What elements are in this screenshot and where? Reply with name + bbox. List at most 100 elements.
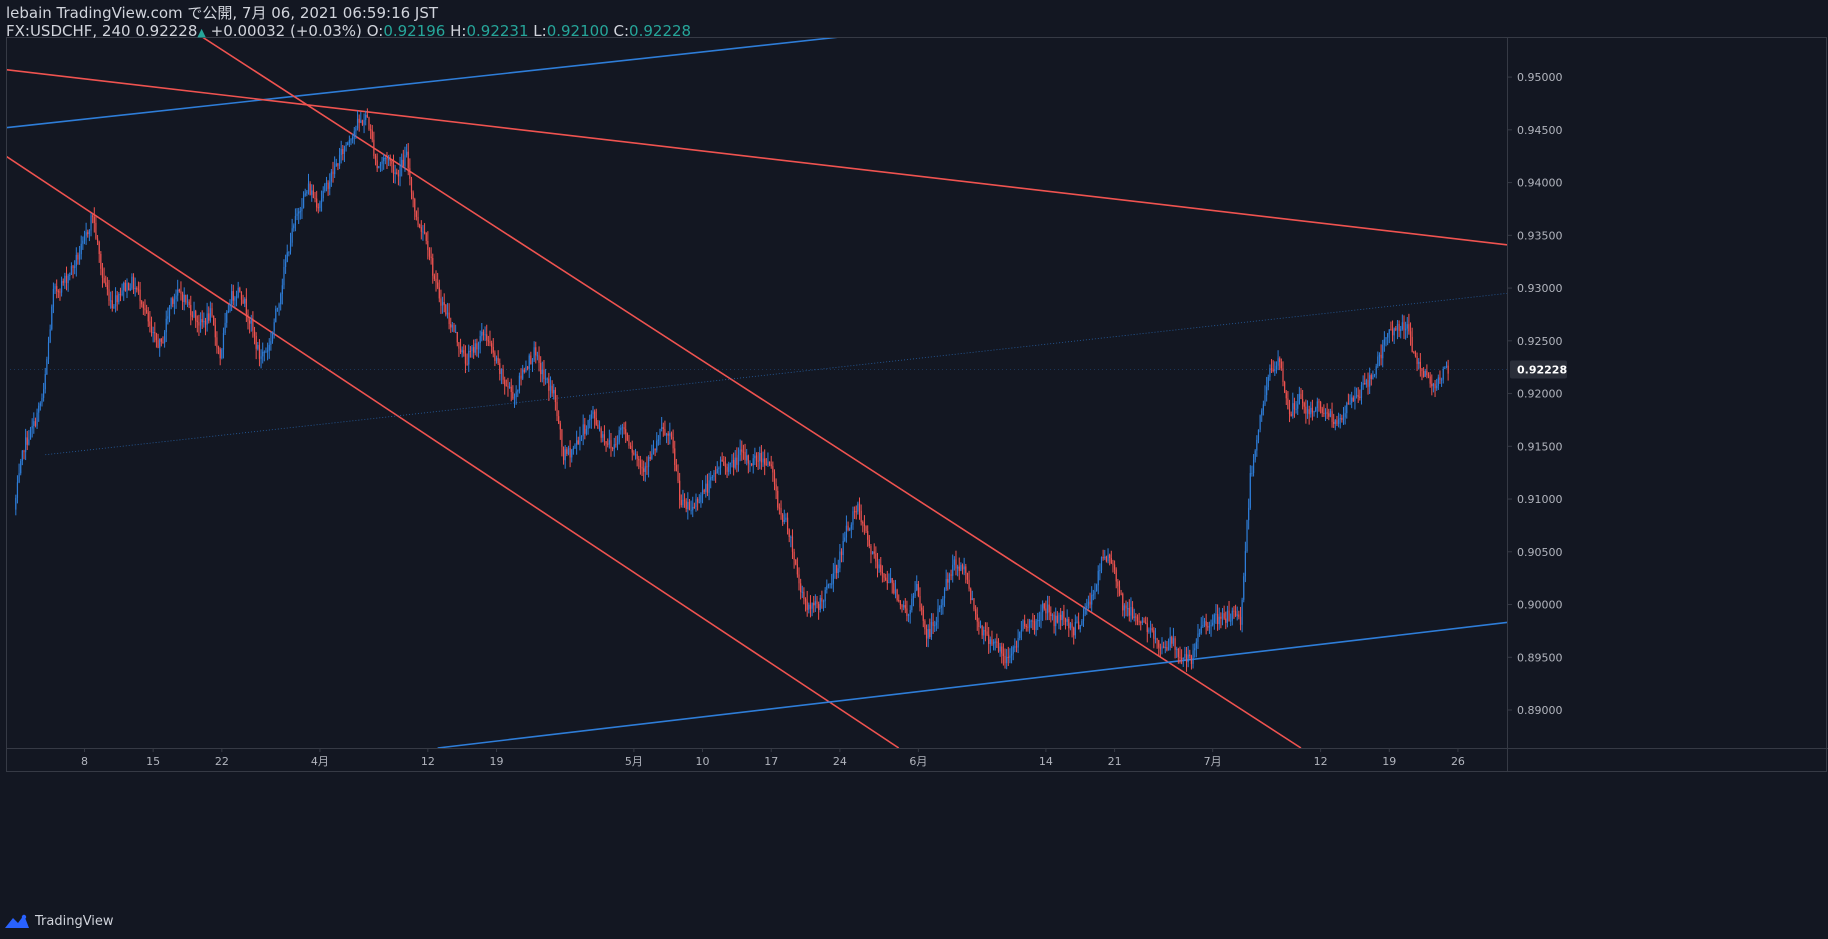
candle-body — [903, 605, 905, 608]
candle-body — [513, 396, 516, 399]
candle-body — [75, 254, 77, 267]
candle-body — [765, 464, 767, 466]
candle-body — [1112, 563, 1114, 565]
candle-body — [479, 336, 481, 343]
candle-body — [219, 348, 221, 359]
candle-body — [402, 159, 404, 166]
candle-body — [1308, 409, 1310, 415]
candle-body — [804, 599, 807, 602]
candle-body — [662, 427, 664, 429]
candle-body — [1320, 401, 1322, 409]
candle-body — [921, 607, 923, 610]
candle-body — [656, 440, 658, 451]
candle-body — [580, 435, 583, 437]
candle-body — [536, 355, 538, 357]
candle-body — [150, 325, 153, 334]
candle-body — [448, 312, 450, 325]
branding[interactable]: TradingView — [4, 911, 114, 931]
candle-body — [880, 564, 882, 572]
candle-body — [1086, 605, 1088, 608]
candle-body — [1181, 658, 1183, 660]
candle-body — [999, 646, 1001, 652]
candle-body — [762, 458, 764, 463]
candle-body — [1414, 352, 1417, 357]
price-tick-label: 0.91500 — [1517, 440, 1563, 453]
time-axis[interactable]: 8 15 22 4月 12 19 5月 10 17 24 6月 14 21 7月 12 19 26 — [81, 748, 1465, 768]
candle-body — [1239, 616, 1242, 625]
candle-body — [324, 184, 326, 192]
candle-body — [1257, 429, 1260, 440]
candle-body — [363, 120, 365, 125]
candle-body — [746, 455, 748, 461]
candle-body — [1349, 402, 1351, 404]
candle-body — [1305, 406, 1307, 414]
candle-body — [405, 151, 408, 156]
candle-body — [703, 490, 705, 492]
current-price-label: 0.92228 — [1517, 364, 1567, 377]
candle-body — [1113, 564, 1116, 570]
candle-body — [116, 295, 118, 303]
candle-body — [384, 157, 386, 159]
candle-body — [484, 334, 486, 336]
price-axis[interactable]: 0.95000 0.94500 0.94000 0.93500 0.93000 0.925… — [1507, 71, 1567, 717]
candle-body — [585, 428, 588, 434]
candle-body — [770, 464, 772, 467]
candle-body — [1288, 409, 1291, 415]
candle-body — [834, 564, 836, 574]
candle-body — [1045, 608, 1047, 614]
candle-body — [1172, 638, 1175, 644]
candle-body — [899, 601, 901, 606]
candle-body — [271, 331, 274, 342]
candle-body — [1056, 615, 1058, 623]
candle-body — [997, 641, 1000, 652]
candle-body — [232, 291, 234, 301]
candle-body — [1378, 354, 1381, 357]
candle-body — [883, 573, 885, 578]
candle-body — [1409, 331, 1412, 337]
candle-body — [476, 343, 478, 350]
candle-body — [1292, 403, 1294, 416]
candle-body — [1262, 404, 1264, 411]
candle-body — [358, 118, 360, 123]
candle-body — [674, 448, 676, 465]
candle-body — [965, 566, 967, 574]
candle-body — [824, 589, 826, 602]
candle-body — [816, 601, 818, 605]
candle-body — [477, 342, 480, 350]
candle-body — [1127, 608, 1129, 610]
candle-body — [811, 602, 813, 609]
candle-body — [876, 561, 879, 569]
candle-body — [1264, 395, 1266, 405]
candle-body — [1104, 556, 1106, 559]
candle-body — [203, 320, 205, 323]
chart-header: lebain TradingView.com で公開, 7月 06, 2021 … — [6, 4, 691, 42]
candle-body — [1377, 356, 1379, 367]
candle-body — [1337, 418, 1340, 424]
candle-body — [693, 506, 695, 508]
candle-body — [464, 353, 467, 364]
candle-body — [1344, 413, 1346, 418]
candle-body — [258, 345, 261, 359]
candle-body — [942, 598, 944, 606]
candle-body — [410, 178, 413, 193]
candle-body — [1359, 396, 1361, 398]
price-tick-label: 0.89500 — [1517, 651, 1563, 664]
candle-body — [940, 605, 942, 608]
candle-body — [379, 163, 382, 167]
candle-body — [167, 316, 169, 319]
candle-body — [659, 428, 661, 440]
candle-body — [51, 306, 53, 330]
candle-body — [870, 546, 872, 555]
candle-body — [561, 429, 563, 447]
candle-body — [404, 155, 406, 166]
candle-body — [1432, 383, 1435, 387]
candle-body — [1367, 380, 1369, 387]
candle-body — [378, 166, 380, 169]
candle-body — [291, 228, 293, 243]
candle-body — [242, 299, 244, 304]
candle-body — [1426, 370, 1428, 376]
candle-body — [543, 369, 545, 380]
candle-body — [1357, 395, 1359, 397]
candle-body — [366, 114, 368, 118]
